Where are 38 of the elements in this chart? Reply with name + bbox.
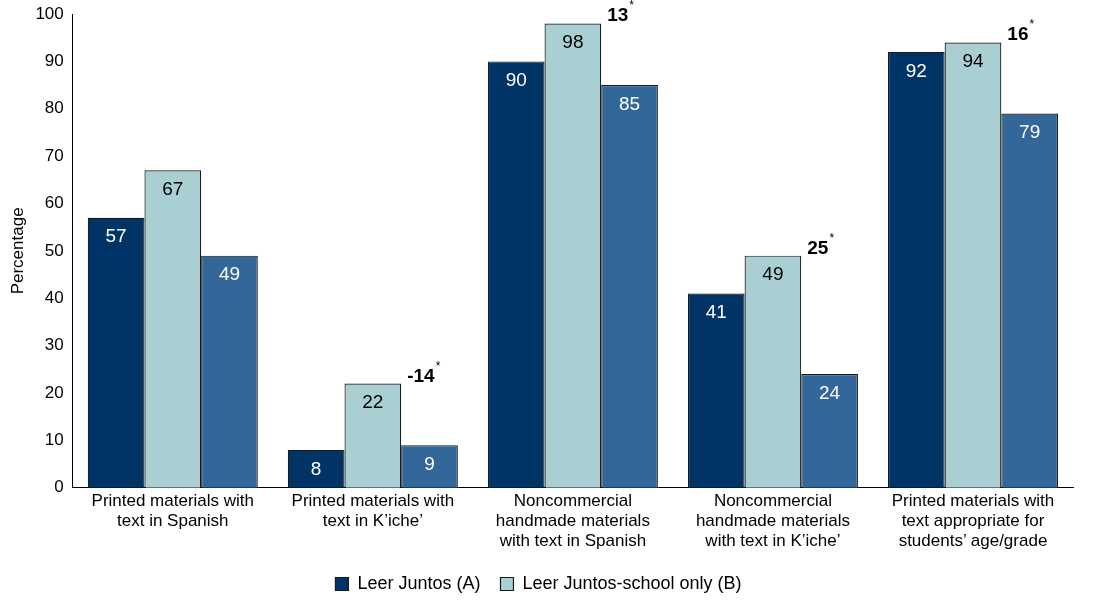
data-label: 49	[762, 263, 784, 285]
y-tick-label: 90	[44, 51, 64, 71]
data-label: 92	[905, 59, 927, 81]
x-tick-label: Printed materials with text appropriate for students’ age/grade	[891, 490, 1055, 551]
data-label: 79	[1019, 121, 1041, 143]
data-label: 94	[962, 50, 984, 72]
data-label: 8	[310, 457, 322, 479]
x-tick-label: Printed materials with text in Spanish	[91, 490, 255, 531]
data-label: 57	[105, 225, 127, 247]
x-tick-label: Noncommercial handmade materials with text in Spanish	[495, 490, 650, 551]
data-label: 22	[362, 391, 384, 413]
y-tick-label: 20	[44, 382, 64, 402]
data-label: 24	[819, 381, 841, 403]
y-tick-label: 60	[44, 193, 64, 213]
x-tick-label: Printed materials with text in K’iche’	[291, 490, 455, 531]
legend-label: Leer Juntos (A)	[357, 572, 481, 593]
data-label: 9	[424, 452, 435, 474]
y-tick-label: 80	[44, 98, 64, 118]
y-tick-label: 0	[54, 477, 64, 497]
legend-label: Leer Juntos-school only (B)	[522, 572, 742, 593]
y-tick-label: 50	[44, 240, 64, 260]
y-tick-label: 100	[35, 3, 64, 23]
data-label: 49	[218, 263, 241, 285]
data-label: 67	[162, 178, 184, 200]
y-axis-title: Percentage	[7, 207, 27, 295]
annotation: 25*	[807, 230, 835, 258]
data-label: 41	[705, 301, 727, 323]
y-tick-label: 10	[44, 430, 64, 450]
annotation: 16*	[1007, 17, 1035, 45]
y-tick-label: 70	[44, 145, 64, 165]
data-label: 90	[505, 69, 527, 91]
annotation: 13*	[607, 0, 635, 26]
y-tick-label: 30	[44, 335, 64, 355]
data-label: 98	[562, 31, 584, 53]
x-tick-label: Noncommercial handmade materials with text in K’iche’	[695, 490, 850, 551]
annotation: -14*	[407, 358, 441, 386]
data-label: 85	[618, 92, 641, 114]
y-tick-label: 40	[44, 287, 64, 307]
